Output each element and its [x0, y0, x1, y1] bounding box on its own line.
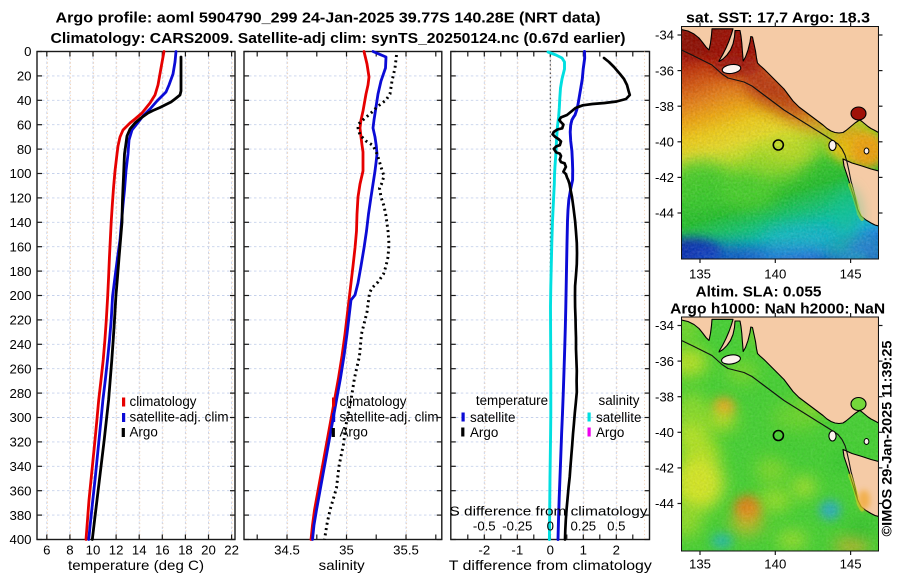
- svg-text:320: 320: [9, 435, 31, 450]
- svg-text:-44: -44: [655, 496, 674, 511]
- svg-text:-38: -38: [655, 389, 674, 404]
- svg-text:-40: -40: [655, 135, 674, 150]
- svg-text:40: 40: [17, 93, 32, 108]
- svg-text:145: 145: [840, 556, 862, 571]
- svg-text:Argo: Argo: [470, 425, 498, 440]
- svg-text:100: 100: [9, 166, 31, 181]
- svg-text:S difference from climatology: S difference from climatology: [450, 504, 648, 519]
- svg-text:80: 80: [17, 142, 32, 157]
- svg-text:-0.5: -0.5: [473, 519, 496, 534]
- svg-text:20: 20: [201, 543, 216, 558]
- svg-text:Argo: Argo: [130, 425, 158, 440]
- svg-text:340: 340: [9, 459, 31, 474]
- svg-text:60: 60: [17, 117, 32, 132]
- svg-text:145: 145: [840, 267, 862, 282]
- svg-text:6: 6: [43, 543, 50, 558]
- svg-text:-38: -38: [655, 99, 674, 114]
- svg-text:©IMOS 29-Jan-2025 11:39:25: ©IMOS 29-Jan-2025 11:39:25: [880, 340, 895, 537]
- svg-text:400: 400: [9, 532, 31, 547]
- svg-text:0: 0: [547, 519, 554, 534]
- svg-text:1: 1: [580, 543, 587, 558]
- svg-text:-42: -42: [655, 170, 674, 185]
- svg-text:140: 140: [9, 215, 31, 230]
- svg-text:18: 18: [178, 543, 193, 558]
- svg-text:120: 120: [9, 191, 31, 206]
- svg-text:Argo: Argo: [340, 425, 368, 440]
- svg-text:T difference from climatology: T difference from climatology: [449, 558, 652, 573]
- svg-text:300: 300: [9, 410, 31, 425]
- svg-text:220: 220: [9, 313, 31, 328]
- svg-text:-1: -1: [511, 543, 523, 558]
- svg-text:sat. SST: 17.7 Argo: 18.3: sat. SST: 17.7 Argo: 18.3: [686, 11, 870, 27]
- svg-text:16: 16: [155, 543, 170, 558]
- svg-text:12: 12: [109, 543, 124, 558]
- svg-text:35: 35: [339, 543, 354, 558]
- svg-text:-44: -44: [655, 206, 674, 221]
- svg-text:-40: -40: [655, 425, 674, 440]
- svg-text:satellite: satellite: [596, 410, 641, 425]
- svg-text:280: 280: [9, 386, 31, 401]
- svg-text:temperature (deg C): temperature (deg C): [68, 558, 204, 573]
- svg-text:Climatology: CARS2009. Satelli: Climatology: CARS2009. Satellite-adj cli…: [51, 30, 626, 47]
- svg-text:Argo profile: aoml 5904790_299: Argo profile: aoml 5904790_299 24-Jan-20…: [56, 10, 601, 27]
- svg-text:22: 22: [224, 543, 239, 558]
- svg-text:160: 160: [9, 239, 31, 254]
- svg-text:8: 8: [66, 543, 73, 558]
- svg-text:200: 200: [9, 288, 31, 303]
- svg-text:Argo h1000: NaN h2000: NaN: Argo h1000: NaN h2000: NaN: [670, 302, 885, 318]
- svg-text:climatology: climatology: [130, 394, 197, 409]
- svg-text:0.5: 0.5: [607, 519, 625, 534]
- svg-text:climatology: climatology: [340, 394, 407, 409]
- svg-text:260: 260: [9, 361, 31, 376]
- svg-text:2: 2: [613, 543, 620, 558]
- svg-text:0: 0: [24, 44, 31, 59]
- svg-text:20: 20: [17, 69, 32, 84]
- svg-text:satellite: satellite: [470, 410, 515, 425]
- svg-text:salinity: salinity: [319, 558, 365, 573]
- svg-text:-2: -2: [478, 543, 490, 558]
- svg-text:380: 380: [9, 508, 31, 523]
- svg-text:14: 14: [132, 543, 147, 558]
- svg-text:135: 135: [689, 267, 711, 282]
- svg-text:satellite-adj. clim: satellite-adj. clim: [340, 410, 439, 425]
- svg-text:satellite-adj. clim: satellite-adj. clim: [130, 410, 229, 425]
- svg-text:10: 10: [86, 543, 101, 558]
- svg-text:180: 180: [9, 264, 31, 279]
- svg-text:35.5: 35.5: [393, 543, 419, 558]
- svg-text:-36: -36: [655, 63, 674, 78]
- svg-text:Argo: Argo: [596, 425, 624, 440]
- svg-text:34.5: 34.5: [274, 543, 300, 558]
- svg-text:135: 135: [689, 556, 711, 571]
- svg-text:Altim. SLA: 0.055: Altim. SLA: 0.055: [696, 285, 822, 301]
- svg-text:-0.25: -0.25: [502, 519, 532, 534]
- svg-text:240: 240: [9, 337, 31, 352]
- svg-text:360: 360: [9, 483, 31, 498]
- svg-text:-42: -42: [655, 461, 674, 476]
- svg-text:-34: -34: [655, 28, 674, 43]
- svg-text:0.25: 0.25: [570, 519, 596, 534]
- svg-text:140: 140: [764, 556, 786, 571]
- svg-text:140: 140: [764, 267, 786, 282]
- svg-text:-36: -36: [655, 354, 674, 369]
- svg-text:-34: -34: [655, 318, 674, 333]
- svg-text:temperature: temperature: [476, 393, 548, 408]
- svg-text:salinity: salinity: [599, 393, 640, 408]
- svg-text:0: 0: [547, 543, 554, 558]
